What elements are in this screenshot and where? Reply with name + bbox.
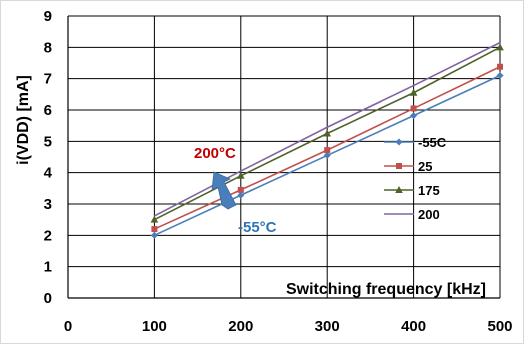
x-tick-label: 300 [315, 318, 340, 335]
data-point [396, 163, 402, 169]
x-tick-label: 400 [401, 318, 426, 335]
data-point [324, 147, 331, 154]
tick-labels: 0 1 2 3 4 5 6 7 8 9 0 100 200 300 400 500 [44, 8, 513, 335]
data-point [237, 191, 245, 199]
y-tick-label: 6 [44, 102, 52, 119]
y-tick-label: 9 [44, 8, 52, 25]
legend-label-25: 25 [418, 159, 432, 174]
x-tick-label: 100 [142, 318, 167, 335]
data-point [323, 151, 331, 159]
legend-label-200: 200 [418, 207, 440, 222]
x-tick-label: 200 [228, 318, 253, 335]
arrow-icon [211, 171, 237, 210]
legend: -55C 25 175 200 [384, 135, 447, 222]
x-tick-label: 500 [487, 318, 512, 335]
data-point [150, 215, 159, 223]
data-point [237, 171, 245, 179]
y-tick-label: 4 [44, 165, 53, 182]
series-markers [150, 43, 504, 239]
y-tick-label: 5 [44, 133, 52, 150]
y-tick-label: 3 [44, 196, 52, 213]
legend-label--55C: -55C [418, 135, 447, 150]
data-point [409, 88, 418, 96]
x-axis-label: Switching frequency [kHz] [286, 281, 486, 298]
data-point [496, 43, 504, 51]
data-point [323, 129, 331, 137]
y-tick-label: 0 [44, 290, 52, 307]
y-axis-label: i(VDD) [mA] [15, 75, 32, 165]
grid [68, 15, 501, 298]
y-tick-label: 1 [44, 259, 52, 276]
data-point [496, 72, 504, 80]
x-tick-label: 0 [64, 318, 72, 335]
series-line-200 [154, 41, 501, 217]
data-point [237, 186, 244, 193]
data-point [395, 186, 403, 193]
data-point [395, 138, 403, 146]
annotation-minus55c: -55°C [238, 219, 277, 236]
y-tick-label: 2 [44, 227, 52, 244]
data-point [497, 63, 503, 70]
annotation-200c: 200°C [194, 145, 236, 162]
annotations: 200°C -55°C [194, 145, 277, 236]
legend-label-175: 175 [418, 183, 440, 198]
data-point [410, 112, 418, 120]
axes [67, 16, 500, 299]
data-point [150, 231, 158, 239]
y-tick-label: 7 [44, 71, 52, 88]
y-tick-label: 8 [44, 39, 52, 56]
data-point [151, 226, 158, 233]
data-point [410, 105, 417, 112]
